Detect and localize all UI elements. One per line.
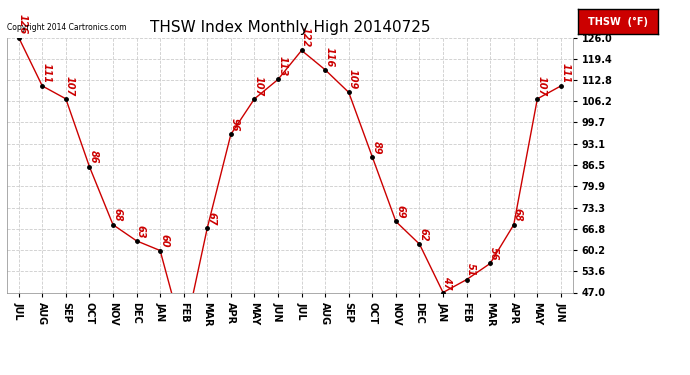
- Text: 96: 96: [230, 118, 240, 132]
- Text: 113: 113: [277, 56, 287, 76]
- Text: 47: 47: [442, 276, 452, 290]
- Text: 67: 67: [206, 211, 217, 225]
- Text: Copyright 2014 Cartronics.com: Copyright 2014 Cartronics.com: [7, 23, 126, 32]
- Text: 33: 33: [0, 374, 1, 375]
- Title: THSW Index Monthly High 20140725: THSW Index Monthly High 20140725: [150, 20, 430, 35]
- Text: 111: 111: [560, 63, 570, 83]
- Text: 60: 60: [159, 234, 169, 248]
- Text: 116: 116: [324, 47, 335, 67]
- Text: 56: 56: [489, 247, 500, 261]
- Text: 111: 111: [41, 63, 52, 83]
- Text: 122: 122: [301, 27, 310, 48]
- Text: 126: 126: [18, 15, 28, 35]
- Text: THSW  (°F): THSW (°F): [588, 16, 648, 27]
- Text: 63: 63: [136, 225, 146, 238]
- Text: 68: 68: [112, 209, 122, 222]
- Text: 86: 86: [88, 150, 99, 164]
- Text: 69: 69: [395, 205, 405, 219]
- Text: 68: 68: [513, 209, 523, 222]
- Text: 109: 109: [348, 69, 358, 90]
- Text: 107: 107: [65, 76, 75, 96]
- Text: 107: 107: [254, 76, 264, 96]
- Text: 107: 107: [537, 76, 546, 96]
- Text: 51: 51: [466, 263, 476, 277]
- Text: 62: 62: [419, 228, 428, 241]
- Text: 89: 89: [371, 141, 382, 154]
